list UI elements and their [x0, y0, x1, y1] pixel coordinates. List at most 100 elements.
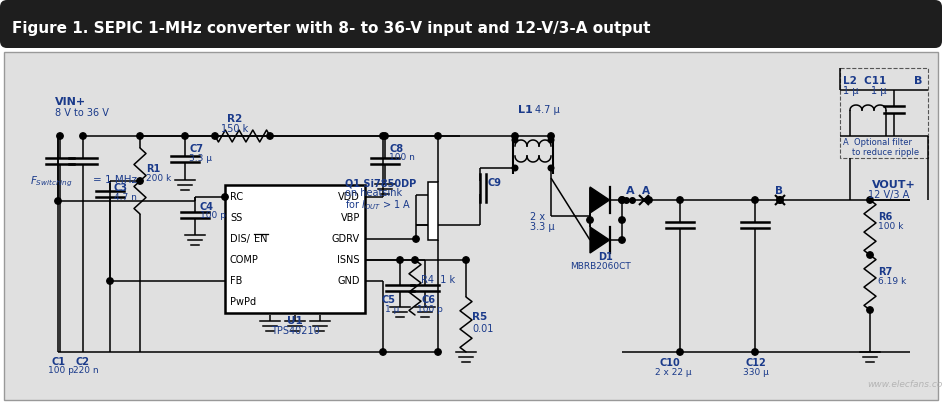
Circle shape — [435, 133, 441, 139]
Circle shape — [548, 165, 554, 171]
Text: 2 x 22 µ: 2 x 22 µ — [655, 368, 691, 377]
Text: to reduce ripple: to reduce ripple — [852, 148, 919, 157]
Circle shape — [587, 217, 593, 223]
Text: 1 µ: 1 µ — [385, 305, 399, 314]
Text: 6.19 k: 6.19 k — [878, 277, 906, 286]
Circle shape — [382, 133, 388, 139]
Text: 3.3 µ: 3.3 µ — [189, 154, 212, 163]
Circle shape — [548, 137, 554, 143]
Text: C7: C7 — [189, 144, 203, 154]
Text: C5: C5 — [382, 295, 396, 305]
Text: B: B — [914, 76, 922, 86]
Circle shape — [676, 197, 683, 203]
Text: VIN+: VIN+ — [55, 97, 86, 107]
Text: B: B — [775, 186, 783, 196]
Circle shape — [619, 197, 625, 203]
Text: 100 p: 100 p — [200, 211, 226, 220]
Circle shape — [137, 133, 143, 139]
Text: D1: D1 — [598, 252, 612, 262]
Circle shape — [221, 194, 228, 200]
Circle shape — [57, 133, 63, 139]
Text: VDD: VDD — [338, 192, 360, 202]
Text: 1 µ    1 µ: 1 µ 1 µ — [843, 86, 886, 96]
Text: L1: L1 — [518, 105, 533, 115]
Text: C8: C8 — [389, 144, 403, 154]
Text: SS: SS — [230, 213, 242, 223]
Text: = 1 MHz: = 1 MHz — [93, 175, 137, 185]
Bar — [428, 182, 438, 240]
Circle shape — [867, 252, 873, 258]
Circle shape — [676, 349, 683, 355]
Text: TPS40210: TPS40210 — [270, 326, 319, 336]
Circle shape — [412, 257, 418, 263]
Text: C4: C4 — [200, 202, 214, 212]
Text: on heatsink: on heatsink — [345, 188, 402, 198]
Text: PwPd: PwPd — [230, 297, 256, 307]
Text: 100 p: 100 p — [417, 305, 443, 314]
Text: $F_{Switching}$: $F_{Switching}$ — [30, 175, 73, 190]
Text: 8 V to 36 V: 8 V to 36 V — [55, 108, 109, 118]
Text: DIS/: DIS/ — [230, 234, 250, 244]
Text: 330 µ: 330 µ — [743, 368, 769, 377]
Text: EN: EN — [254, 234, 268, 244]
Circle shape — [867, 197, 873, 203]
Circle shape — [380, 133, 386, 139]
Text: 200 k: 200 k — [146, 174, 171, 183]
Circle shape — [106, 278, 113, 284]
Text: U1: U1 — [287, 316, 303, 326]
Text: R4  1 k: R4 1 k — [421, 275, 455, 285]
Bar — [840, 68, 928, 158]
Circle shape — [619, 197, 625, 203]
Text: 150 k: 150 k — [220, 124, 248, 134]
Polygon shape — [590, 187, 609, 213]
Text: C10: C10 — [660, 358, 681, 368]
Bar — [225, 185, 365, 313]
Text: Figure 1. SEPIC 1-MHz converter with 8- to 36-V input and 12-V/3-A output: Figure 1. SEPIC 1-MHz converter with 8- … — [12, 21, 651, 36]
Text: RC: RC — [230, 192, 243, 202]
Text: C3: C3 — [114, 183, 128, 193]
Circle shape — [752, 349, 758, 355]
Text: 2 x: 2 x — [530, 212, 545, 222]
Text: A  Optional filter: A Optional filter — [843, 138, 912, 147]
Circle shape — [548, 133, 554, 139]
Text: 0.01: 0.01 — [472, 324, 494, 334]
Text: 220 n: 220 n — [73, 366, 99, 375]
Text: FB: FB — [230, 276, 242, 286]
Text: Q1 Si7850DP: Q1 Si7850DP — [345, 178, 416, 188]
Text: C6: C6 — [421, 295, 435, 305]
Circle shape — [80, 133, 87, 139]
Text: 3.3 µ: 3.3 µ — [530, 222, 555, 232]
Circle shape — [397, 257, 403, 263]
Polygon shape — [590, 227, 609, 253]
Circle shape — [212, 133, 219, 139]
Text: R2: R2 — [227, 114, 242, 124]
Circle shape — [380, 349, 386, 355]
Text: 100 n: 100 n — [389, 153, 414, 162]
Circle shape — [867, 307, 873, 313]
Text: A: A — [642, 186, 650, 196]
Circle shape — [182, 133, 188, 139]
Circle shape — [619, 237, 625, 243]
Text: www.elecfans.com: www.elecfans.com — [867, 380, 942, 389]
Text: VBP: VBP — [341, 213, 360, 223]
Text: L2  C11: L2 C11 — [843, 76, 886, 86]
Circle shape — [752, 197, 758, 203]
Text: R6: R6 — [878, 212, 892, 222]
Text: C12: C12 — [745, 358, 766, 368]
Circle shape — [646, 197, 652, 203]
Text: VOUT+: VOUT+ — [872, 180, 916, 190]
Circle shape — [777, 197, 783, 203]
Circle shape — [777, 197, 783, 203]
Text: R1: R1 — [146, 164, 160, 174]
Text: 4.7 µ: 4.7 µ — [535, 105, 560, 115]
Circle shape — [512, 165, 518, 171]
Circle shape — [137, 178, 143, 184]
Text: 100 p: 100 p — [48, 366, 73, 375]
Text: MBRB2060CT: MBRB2060CT — [570, 262, 631, 271]
Circle shape — [435, 349, 441, 355]
Text: COMP: COMP — [230, 255, 259, 265]
Text: 4.7 n: 4.7 n — [114, 193, 137, 202]
Text: GDRV: GDRV — [332, 234, 360, 244]
Text: for $I_{OUT}$ > 1 A: for $I_{OUT}$ > 1 A — [345, 198, 412, 212]
Circle shape — [413, 236, 419, 242]
